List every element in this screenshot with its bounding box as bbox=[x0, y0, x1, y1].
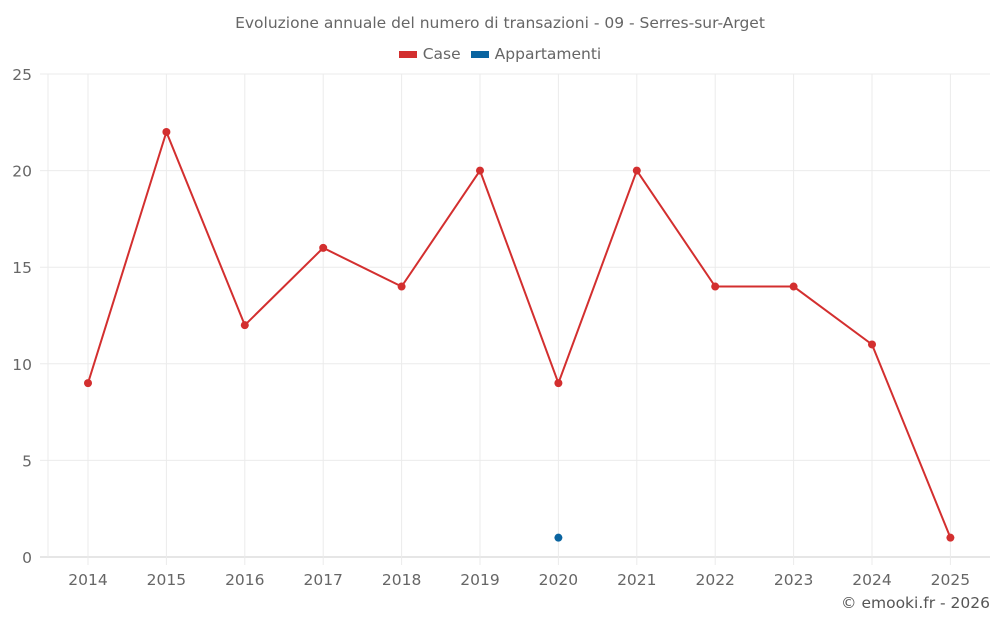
x-tick-label: 2015 bbox=[147, 571, 186, 589]
data-point[interactable] bbox=[554, 379, 563, 388]
y-tick-label: 20 bbox=[12, 163, 32, 181]
data-point[interactable] bbox=[946, 533, 955, 542]
y-tick-label: 5 bbox=[22, 452, 32, 470]
data-point[interactable] bbox=[476, 166, 484, 175]
chart-title: Evoluzione annuale del numero di transaz… bbox=[235, 14, 765, 32]
y-tick-label: 15 bbox=[12, 259, 32, 277]
x-tick-label: 2017 bbox=[303, 571, 342, 589]
data-point[interactable] bbox=[84, 379, 92, 388]
x-tick-label: 2023 bbox=[774, 571, 813, 589]
data-point[interactable] bbox=[789, 282, 798, 291]
x-tick-label: 2019 bbox=[460, 571, 499, 589]
x-tick-label: 2022 bbox=[695, 571, 734, 589]
y-tick-label: 0 bbox=[22, 549, 32, 567]
x-tick-label: 2016 bbox=[225, 571, 264, 589]
legend-swatch-appartamenti bbox=[470, 50, 489, 58]
data-point[interactable] bbox=[868, 340, 876, 349]
legend-item-case[interactable]: Case bbox=[398, 45, 461, 63]
data-point[interactable] bbox=[711, 282, 720, 291]
data-point[interactable] bbox=[240, 321, 249, 330]
x-tick-label: 2021 bbox=[617, 571, 656, 589]
x-tick-label: 2024 bbox=[852, 571, 891, 589]
data-point[interactable] bbox=[554, 533, 563, 542]
legend-label-case: Case bbox=[422, 45, 461, 63]
x-tick-label: 2018 bbox=[382, 571, 421, 589]
credit: © emooki.fr - 2026 bbox=[841, 594, 990, 612]
x-tick-label: 2025 bbox=[931, 571, 970, 589]
x-tick-label: 2014 bbox=[68, 571, 107, 589]
series-line bbox=[87, 128, 952, 539]
legend-swatch-case bbox=[398, 50, 417, 58]
legend-item-appartamenti[interactable]: Appartamenti bbox=[470, 45, 602, 63]
data-point[interactable] bbox=[397, 282, 406, 291]
data-point[interactable] bbox=[319, 243, 328, 252]
legend-label-appartamenti: Appartamenti bbox=[494, 45, 602, 63]
y-tick-label: 25 bbox=[12, 66, 32, 84]
y-tick-label: 10 bbox=[12, 356, 32, 374]
data-point[interactable] bbox=[632, 166, 641, 175]
data-point[interactable] bbox=[162, 127, 171, 136]
x-tick-label: 2020 bbox=[539, 571, 578, 589]
legend: Case Appartamenti bbox=[0, 45, 1000, 63]
